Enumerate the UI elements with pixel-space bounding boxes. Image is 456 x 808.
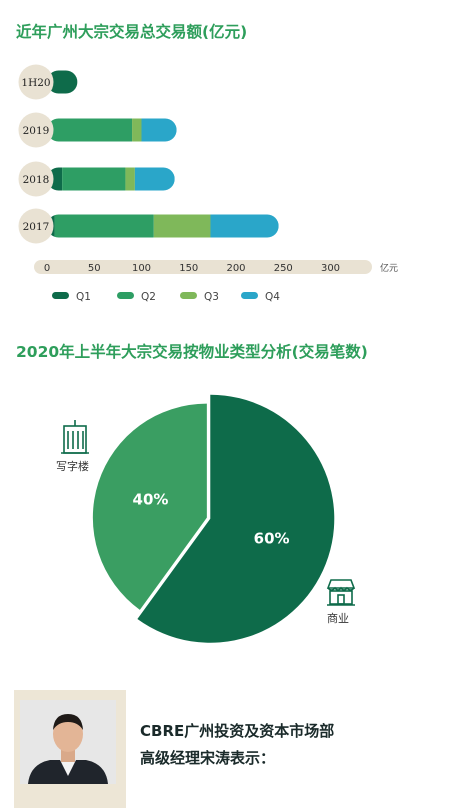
legend-swatch [241, 292, 258, 299]
portrait-photo [20, 700, 116, 784]
bar-segment-2018-Q2 [62, 167, 126, 191]
legend-swatch [180, 292, 197, 299]
pie-slice-商业 [137, 394, 335, 643]
year-badge [18, 64, 54, 100]
bar-chart: 1H20 2019 2018 2017 0 50 100 150 200 250 300 亿元 Q1 Q2… [18, 64, 398, 303]
legend-label: Q1 [76, 291, 91, 303]
bar-segment-2019-Q4 [141, 118, 177, 142]
bar-segments [47, 214, 279, 238]
legend-item-Q3: Q3 [180, 291, 219, 303]
bar-chart-title: 近年广州大宗交易总交易额(亿元) [16, 23, 248, 41]
bar-segment-2017-Q2 [54, 214, 154, 238]
legend-label: Q3 [204, 291, 219, 303]
bar-segment-2017-Q3 [153, 214, 211, 238]
category-label: 2017 [23, 221, 50, 233]
bar-segment-2018-Q4 [134, 167, 175, 191]
pie-chart: 60% 40% [92, 394, 335, 643]
bar-row-2018: 2018 [18, 161, 175, 197]
legend-item-Q2: Q2 [117, 291, 156, 303]
x-tick-label: 250 [274, 263, 293, 274]
quote-text: CBRE广州投资及资本市场部 高级经理宋涛表示： [140, 718, 334, 772]
office-building-icon [61, 420, 89, 454]
bar-row-1H20: 1H20 [18, 64, 78, 100]
x-axis-track [34, 260, 372, 274]
pie-value-label: 40% [133, 490, 169, 508]
category-label: 2018 [23, 174, 50, 186]
bar-segment-1H20-Q1 [47, 70, 78, 94]
year-badge [18, 161, 54, 197]
x-tick-label: 200 [226, 263, 245, 274]
bar-segment-2019-Q3 [132, 118, 142, 142]
category-label: 1H20 [21, 77, 50, 89]
legend-label: Q4 [265, 291, 280, 303]
bar-row-2019: 2019 [18, 112, 177, 148]
category-label: 2019 [23, 125, 50, 137]
x-tick-label: 100 [132, 263, 151, 274]
year-badge [18, 208, 54, 244]
bar-segment-2018-Q3 [125, 167, 135, 191]
x-axis-unit: 亿元 [380, 262, 398, 274]
bar-segment-2017-Q4 [210, 214, 279, 238]
quote-line-1: CBRE广州投资及资本市场部 [140, 722, 335, 740]
pie-chart-title: 2020年上半年大宗交易按物业类型分析(交易笔数) [16, 343, 368, 361]
year-badge [18, 112, 54, 148]
bar-segments [47, 118, 177, 142]
x-tick-label: 300 [321, 263, 340, 274]
legend-swatch [52, 292, 69, 299]
legend-label: Q2 [141, 291, 156, 303]
legend-item-Q1: Q1 [52, 291, 91, 303]
bar-segments [47, 167, 175, 191]
x-tick-label: 150 [179, 263, 198, 274]
pie-value-label: 60% [254, 530, 290, 548]
pie-label-retail: 商业 [327, 612, 349, 625]
legend-swatch [117, 292, 134, 299]
x-tick-label: 0 [44, 263, 50, 274]
storefront-icon [326, 579, 356, 606]
bar-row-2017: 2017 [18, 208, 279, 244]
bar-segments [47, 70, 78, 94]
bar-segment-2019-Q2 [47, 118, 133, 142]
pie-slice-写字楼 [92, 403, 207, 610]
pie-label-office: 写字楼 [56, 460, 89, 473]
x-tick-label: 50 [88, 263, 101, 274]
legend-item-Q4: Q4 [241, 291, 280, 303]
quote-line-2: 高级经理宋涛表示： [140, 749, 276, 767]
